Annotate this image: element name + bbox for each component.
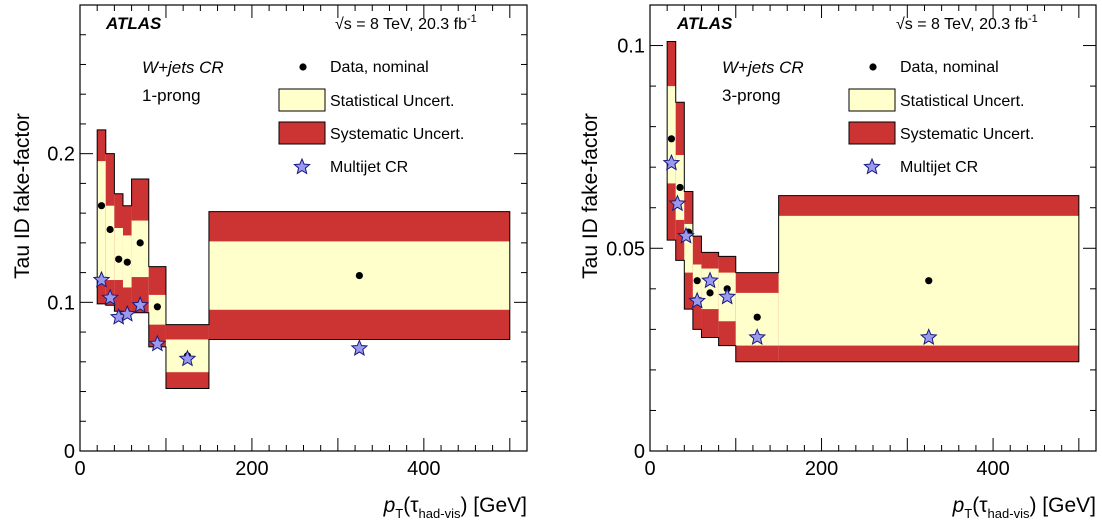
- x-tick-label: 0: [74, 458, 85, 480]
- multijet-star: [677, 226, 695, 244]
- legend-stat-swatch: [278, 88, 326, 112]
- legend-multijet-star: [293, 157, 311, 175]
- legend-multijet-label: Multijet CR: [330, 159, 408, 176]
- y-tick-label: 0: [634, 441, 645, 463]
- multijet-star: [101, 288, 119, 306]
- legend-stat-swatch: [848, 88, 896, 112]
- x-tick-label: 200: [805, 458, 838, 480]
- star-marker: [863, 157, 881, 175]
- data-point: [706, 289, 714, 297]
- x-tick-label: 400: [976, 458, 1009, 480]
- legend-multijet-label: Multijet CR: [900, 159, 978, 176]
- stat-band: [105, 205, 115, 281]
- plot-frame: [649, 4, 1097, 452]
- y-tick-label: 0.05: [606, 238, 645, 260]
- atlas-label: ATLAS: [105, 14, 162, 33]
- legend-syst-swatch: [848, 121, 896, 145]
- multijet-star: [919, 328, 938, 345]
- legend-stat-label: Statistical Uncert.: [330, 93, 454, 110]
- stat-band: [97, 161, 106, 281]
- energy-label: √s = 8 TeV, 20.3 fb-1: [896, 13, 1038, 33]
- star-marker: [293, 157, 311, 175]
- data-point: [123, 258, 131, 266]
- band-outline: [96, 129, 511, 390]
- y-tick-label: 0.1: [617, 36, 645, 58]
- markers: [92, 202, 369, 367]
- data-point: [667, 135, 676, 143]
- region-label: W+jets CR: [142, 58, 224, 77]
- stat-band: [684, 223, 693, 273]
- prong-label: 3-prong: [722, 86, 781, 105]
- data-point: [753, 313, 761, 321]
- y-tick-label: 0.2: [47, 144, 75, 166]
- data-point: [355, 271, 363, 280]
- panel-1prong: 0 200 400 0 0.1 0.2 ATLAS √s = 8 TeV, 20.3 fb…: [11, 4, 528, 521]
- multijet-star: [131, 296, 150, 313]
- legend-data-marker: [299, 63, 307, 71]
- tick-labels: 0 200 400 0 0.05 0.1: [606, 36, 1010, 480]
- data-point: [115, 255, 123, 263]
- data-point: [153, 303, 161, 311]
- data-point: [97, 202, 106, 210]
- atlas-label: ATLAS: [676, 14, 733, 33]
- data-point: [136, 239, 144, 247]
- stat-band: [114, 228, 123, 281]
- legend-data-label: Data, nominal: [330, 59, 429, 76]
- markers: [662, 135, 938, 345]
- stat-band: [667, 86, 676, 184]
- multijet-star: [148, 334, 167, 352]
- panel-3prong: 0 200 400 0 0.05 0.1 ATLAS √s = 8 TeV, 20.3 f…: [579, 4, 1097, 521]
- prong-label: 1-prong: [142, 86, 201, 105]
- multijet-star: [718, 287, 737, 305]
- multijet-star: [668, 194, 687, 212]
- plot-frame: [79, 4, 528, 452]
- region-label: W+jets CR: [722, 58, 804, 77]
- legend-data-marker: [869, 63, 877, 71]
- energy-label: √s = 8 TeV, 20.3 fb-1: [335, 13, 477, 33]
- multijet-star: [178, 349, 197, 367]
- multijet-star: [688, 291, 707, 309]
- x-tick-label: 400: [407, 458, 440, 480]
- multijet-star: [662, 153, 681, 171]
- x-tick-label: 200: [235, 458, 268, 480]
- multijet-star: [701, 271, 719, 289]
- multijet-star: [748, 328, 767, 345]
- legend-multijet-star: [863, 157, 881, 175]
- y-tick-label: 0: [64, 441, 75, 463]
- stat-band: [131, 220, 149, 278]
- multijet-star: [118, 304, 137, 322]
- data-point: [676, 183, 684, 192]
- data-point: [106, 225, 114, 234]
- multijet-star: [92, 270, 111, 288]
- legend-syst-label: Systematic Uncert.: [330, 126, 464, 143]
- data-point: [925, 277, 933, 285]
- y-axis-title: Tau ID fake-factor: [11, 113, 34, 279]
- x-axis-title: pT(τhad-vis) [GeV]: [952, 494, 1096, 521]
- legend-syst-swatch: [278, 121, 326, 145]
- tick-labels: 0 200 400 0 0.1 0.2: [47, 144, 440, 480]
- multijet-star: [350, 339, 369, 356]
- legend-stat-label: Statistical Uncert.: [900, 93, 1024, 110]
- data-point: [693, 277, 701, 285]
- band-outline: [666, 40, 1080, 363]
- legend-syst-label: Systematic Uncert.: [900, 126, 1034, 143]
- y-tick-label: 0.1: [47, 292, 75, 314]
- x-tick-label: 0: [644, 458, 655, 480]
- legend-data-label: Data, nominal: [900, 59, 999, 76]
- y-axis-title: Tau ID fake-factor: [579, 113, 602, 279]
- x-axis-title: pT(τhad-vis) [GeV]: [383, 494, 527, 521]
